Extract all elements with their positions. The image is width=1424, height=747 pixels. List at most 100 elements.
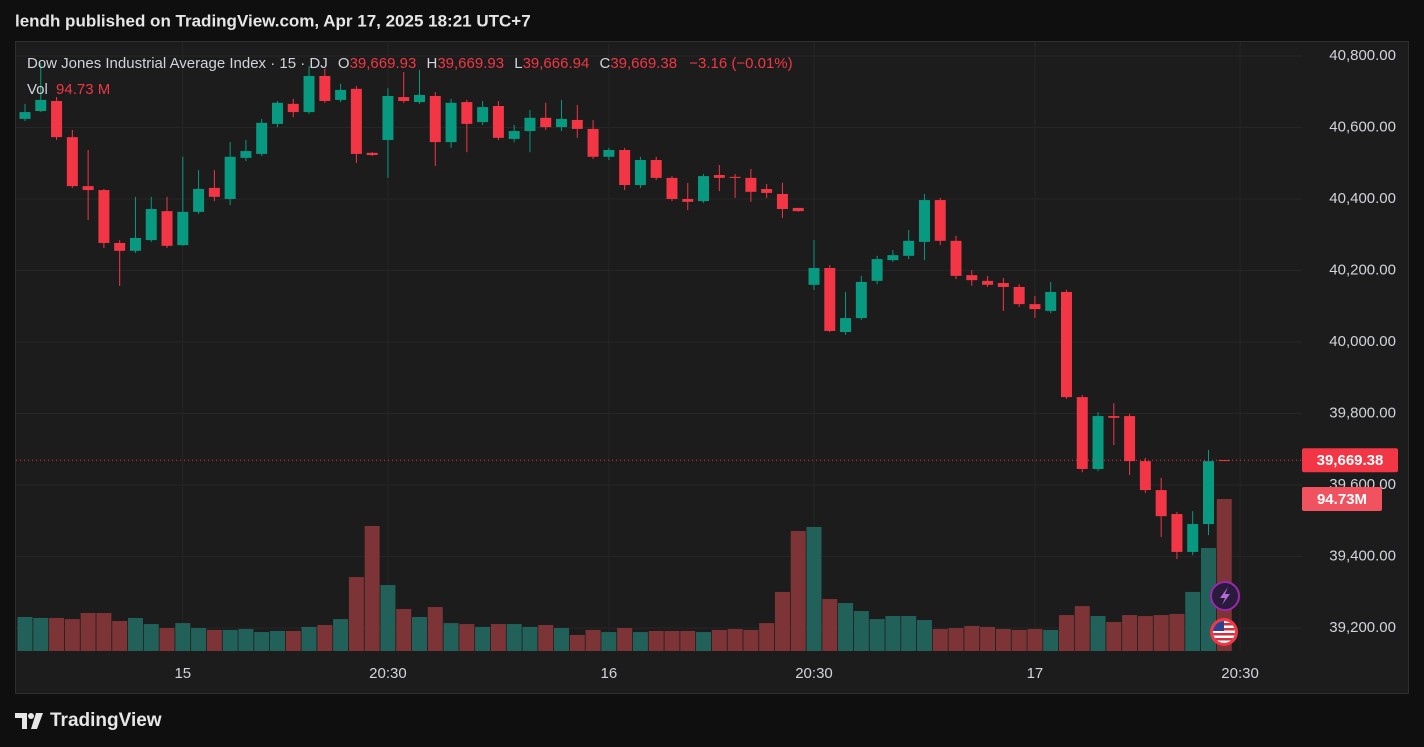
candle-body — [1076, 397, 1088, 469]
low-letter: L — [514, 55, 522, 72]
volume-bar — [838, 603, 854, 651]
symbol-title: Dow Jones Industrial Average Index · 15 … — [27, 55, 328, 72]
candle-body — [887, 255, 899, 261]
candle-body — [461, 102, 473, 124]
volume-bar — [475, 626, 491, 651]
candle-layer — [19, 63, 1230, 560]
volume-bar — [648, 630, 664, 651]
volume-bar — [1011, 629, 1027, 651]
volume-bar — [1185, 591, 1201, 651]
candle-body — [429, 95, 441, 143]
volume-bar — [711, 629, 727, 651]
volume-bar — [885, 616, 901, 651]
volume-bar — [995, 629, 1011, 651]
volume-bar — [680, 630, 696, 651]
volume-bar — [427, 607, 443, 651]
candle-body — [208, 187, 220, 197]
volume-bar — [333, 619, 349, 651]
y-tick-label: 39,800.00 — [1329, 405, 1396, 422]
candle-body — [1187, 524, 1199, 552]
last-price-label: 39,669.38 — [1317, 452, 1384, 469]
x-tick-label: 20:30 — [1221, 665, 1259, 682]
candle-body — [508, 131, 520, 139]
candle-body — [445, 102, 457, 143]
volume-bar — [490, 624, 506, 651]
candle-body — [713, 175, 725, 178]
event-icon[interactable] — [1210, 581, 1240, 611]
volume-bar — [49, 617, 65, 651]
volume-bar — [1137, 616, 1153, 651]
candle-body — [129, 237, 141, 251]
candle-body — [366, 152, 378, 156]
candle-body — [35, 99, 47, 112]
volume-bar — [980, 626, 996, 651]
volume-bar — [664, 630, 680, 651]
volume-bar — [396, 608, 412, 651]
candle-body — [934, 200, 946, 241]
volume-bar — [806, 526, 822, 651]
volume-bar — [348, 577, 364, 651]
volume-bar — [175, 623, 191, 651]
candle-body — [619, 149, 631, 186]
volume-bar — [617, 628, 633, 651]
volume-bar — [1153, 615, 1169, 651]
volume-bar — [127, 617, 143, 651]
volume-bar — [1216, 499, 1232, 651]
candle-body — [587, 128, 599, 157]
candle-body — [1155, 490, 1167, 517]
candle-body — [966, 275, 978, 281]
candle-body — [303, 75, 315, 113]
legend-line: Dow Jones Industrial Average Index · 15 … — [27, 55, 793, 72]
candle-body — [319, 75, 331, 102]
volume-bar — [743, 629, 759, 651]
volume-bar — [1058, 615, 1074, 651]
volume-bar — [1043, 629, 1059, 651]
volume-bar — [948, 628, 964, 651]
volume-bar — [822, 599, 838, 651]
volume-bar — [1169, 613, 1185, 651]
volume-bar — [317, 625, 333, 651]
volume-bar — [759, 623, 775, 651]
candle-body — [335, 89, 347, 100]
y-tick-label: 39,200.00 — [1329, 619, 1396, 636]
volume-bar — [238, 629, 254, 651]
volume-layer — [17, 499, 1232, 651]
volume-bar — [554, 628, 570, 651]
candle-body — [193, 188, 205, 212]
candle-body — [1124, 416, 1136, 462]
volume-legend: Vol 94.73 M — [27, 81, 110, 98]
volume-bar — [1074, 606, 1090, 651]
us-flag-icon[interactable] — [1210, 618, 1238, 646]
volume-bar — [80, 612, 96, 651]
volume-bar — [64, 619, 80, 651]
candle-body — [729, 176, 741, 178]
volume-bar — [96, 612, 112, 651]
candle-body — [1092, 416, 1104, 469]
candle-body — [177, 211, 189, 246]
candle-body — [650, 160, 662, 178]
candle-body — [271, 102, 283, 124]
volume-bar — [506, 624, 522, 651]
candle-body — [1171, 514, 1183, 552]
volume-bar — [1106, 621, 1122, 651]
chart-panel — [15, 41, 1409, 694]
overlay: 39,669.38 94.73M — [16, 448, 1398, 511]
candle-body — [256, 122, 268, 154]
candle-body — [161, 211, 173, 246]
x-tick-label: 15 — [174, 665, 191, 682]
candle-body — [414, 94, 425, 103]
candle-body — [145, 209, 157, 241]
candle-body — [761, 188, 773, 193]
candle-body — [1060, 291, 1072, 398]
volume-bar — [632, 632, 648, 651]
low-value: 39,666.94 — [523, 55, 590, 72]
y-tick-label: 40,600.00 — [1329, 118, 1396, 135]
candle-body — [477, 107, 489, 123]
volume-bar — [790, 530, 806, 651]
volume-bar — [853, 611, 869, 651]
candle-body — [1203, 461, 1214, 525]
candle-body — [682, 198, 694, 202]
candle-body — [776, 193, 788, 210]
candle-body — [918, 200, 930, 242]
y-tick-label: 40,200.00 — [1329, 261, 1396, 278]
